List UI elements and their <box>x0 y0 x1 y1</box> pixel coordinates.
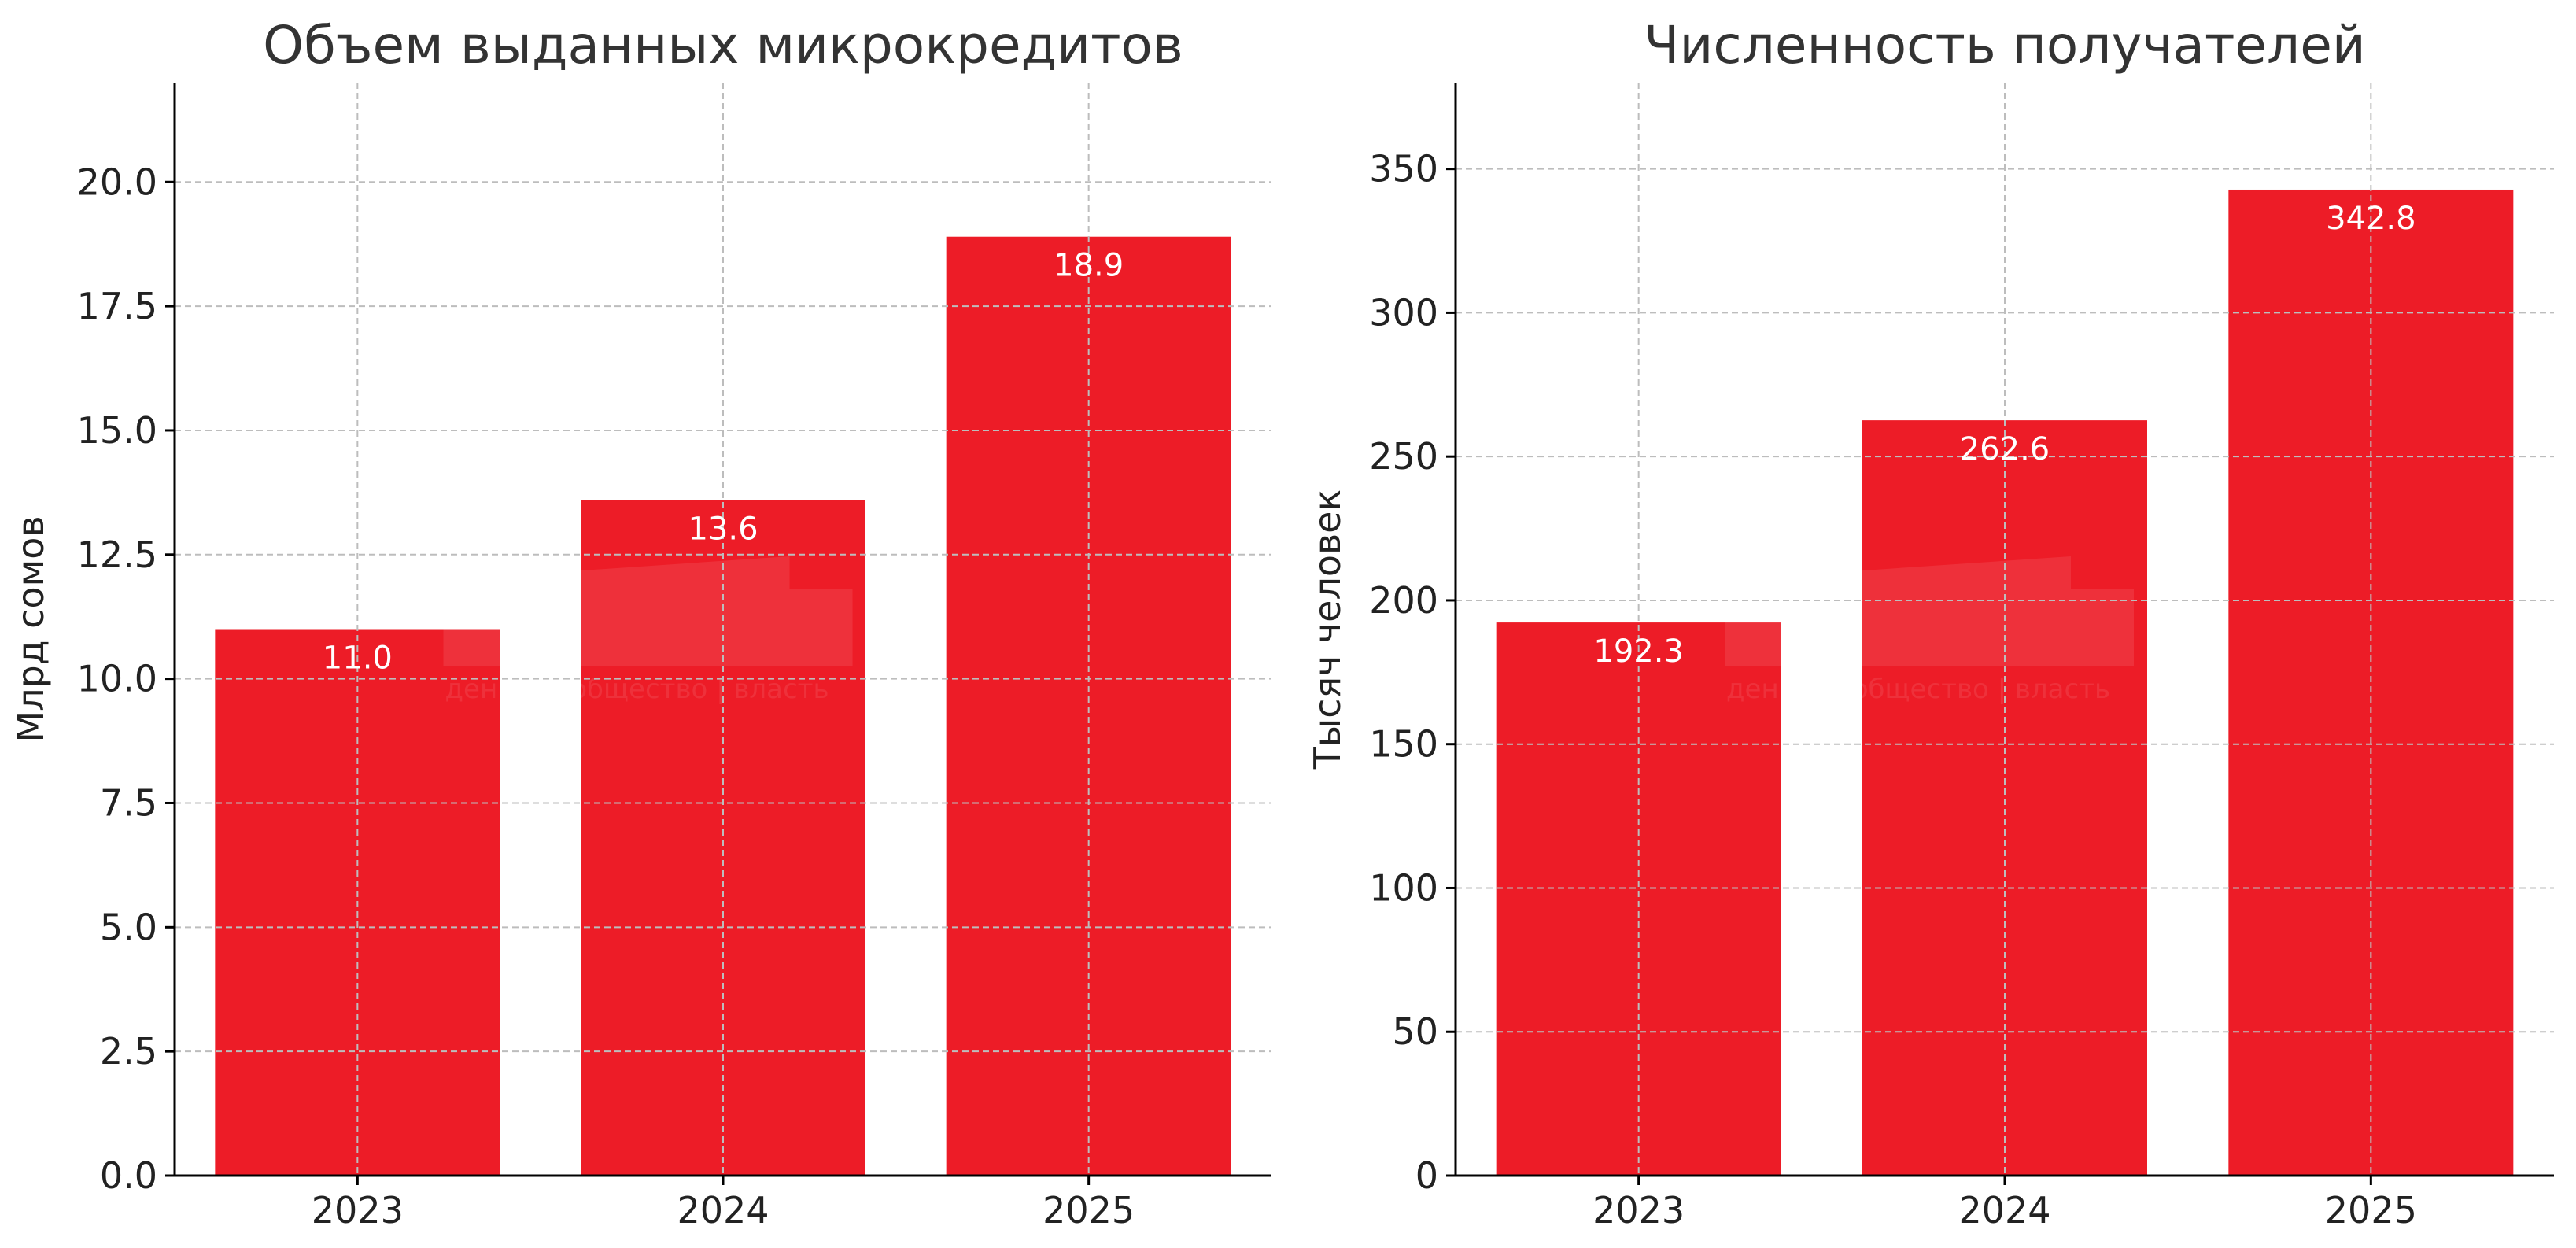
x-tick-label: 2025 <box>2325 1189 2417 1231</box>
y-axis-label: Млрд сомов <box>9 515 52 742</box>
x-tick-label: 2023 <box>1592 1189 1685 1231</box>
watermark-text: ECONOMIST <box>459 605 799 663</box>
watermark-suffix: kg <box>2087 608 2113 634</box>
y-tick-label: 12.5 <box>77 534 157 576</box>
x-tick-label: 2025 <box>1043 1189 1135 1231</box>
data-label: 13.6 <box>688 511 758 547</box>
watermark-text: ECONOMIST <box>1740 605 2080 663</box>
chart-title: Объем выданных микрокредитов <box>263 15 1183 76</box>
y-tick-label: 20.0 <box>77 161 157 203</box>
y-tick-label: 200 <box>1369 579 1438 622</box>
x-tick-label: 2024 <box>1958 1189 2050 1231</box>
y-tick-label: 300 <box>1369 291 1438 334</box>
y-tick-label: 100 <box>1369 866 1438 909</box>
data-label: 18.9 <box>1054 248 1124 284</box>
watermark-tagline: деньги | общество | власть <box>1726 674 2110 705</box>
y-tick-label: 15.0 <box>77 409 157 452</box>
data-label: 11.0 <box>323 641 393 677</box>
y-tick-label: 150 <box>1369 723 1438 766</box>
y-tick-label: 250 <box>1369 435 1438 478</box>
data-label: 342.8 <box>2326 201 2416 237</box>
chart-recipients-count: ECONOMIST kg деньги | общество | власть 0 50… <box>1306 15 2554 1231</box>
bar-2023 <box>1496 622 1781 1176</box>
bar-2024 <box>581 500 865 1176</box>
data-label: 262.6 <box>1960 431 2050 467</box>
watermark-logo: ECONOMIST kg деньги | общество | власть <box>1725 556 2135 705</box>
y-tick-label: 17.5 <box>77 285 157 327</box>
y-tick-label: 50 <box>1392 1010 1438 1053</box>
watermark-suffix: kg <box>806 608 832 634</box>
x-tick-label: 2023 <box>312 1189 404 1231</box>
chart-title: Численность получателей <box>1644 15 2365 76</box>
y-tick-label: 2.5 <box>100 1030 157 1073</box>
y-tick-label: 7.5 <box>100 781 157 824</box>
y-tick-label: 350 <box>1369 148 1438 190</box>
y-tick-label: 10.0 <box>77 658 157 700</box>
data-label: 192.3 <box>1593 633 1684 670</box>
y-tick-label: 5.0 <box>100 906 157 948</box>
x-tick-label: 2024 <box>677 1189 769 1231</box>
y-tick-label: 0 <box>1415 1154 1438 1197</box>
y-axis-label: Тысяч человек <box>1306 489 1349 770</box>
y-tick-label: 0.0 <box>100 1154 157 1197</box>
